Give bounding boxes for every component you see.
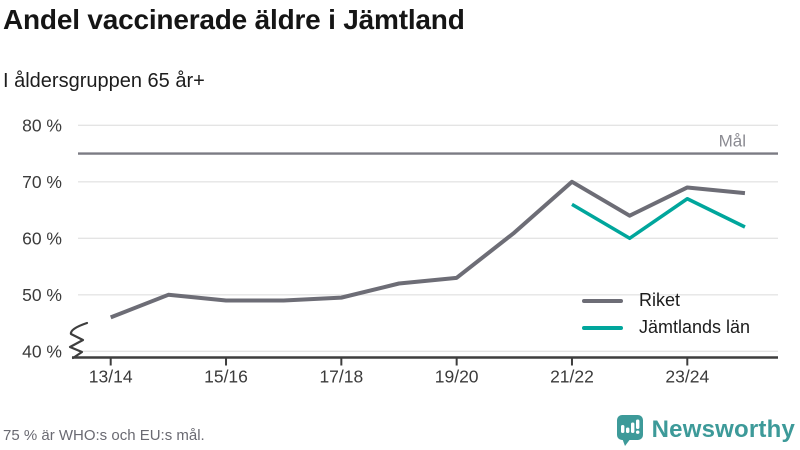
- y-axis-label: 80 %: [22, 115, 62, 135]
- chart-legend: Riket Jämtlands län: [582, 287, 750, 341]
- series-line-riket: [109, 179, 746, 320]
- newsworthy-logo: Newsworthy: [616, 414, 795, 446]
- y-axis-label: 40 %: [22, 341, 62, 361]
- page-subtitle: I åldersgruppen 65 år+: [3, 70, 205, 92]
- bubble-shape: [616, 415, 643, 446]
- legend-label: Riket: [639, 290, 681, 310]
- page-title: Andel vaccinerade äldre i Jämtland: [3, 4, 465, 35]
- x-axis-label: 19/20: [435, 367, 479, 387]
- riket-line-swatch: [582, 298, 623, 303]
- legend-item-jamtland: Jämtlands län: [582, 314, 750, 341]
- x-axis-label: 15/16: [204, 367, 248, 387]
- target-line-label: Mål: [719, 132, 746, 151]
- series-line-j-mtlands-l-n: [571, 197, 746, 241]
- x-axis-label: 17/18: [319, 367, 363, 387]
- source-note: 75 % är WHO:s och EU:s mål.: [3, 427, 205, 444]
- axis-break-icon: [68, 321, 89, 360]
- y-axis-label: 70 %: [22, 172, 62, 192]
- legend-label: Jämtlands län: [639, 317, 751, 337]
- y-axis-label: 50 %: [22, 285, 62, 305]
- newsworthy-bubble-icon: [616, 415, 643, 446]
- brand-name: Newsworthy: [651, 416, 795, 443]
- x-axis-label: 21/22: [550, 367, 594, 387]
- x-axis-label: 23/24: [665, 367, 709, 387]
- x-axis-label: 13/14: [89, 367, 133, 387]
- bar-chart-exclamation-glyph: [620, 419, 640, 434]
- jamtland-line-swatch: [582, 325, 623, 330]
- legend-item-riket: Riket: [582, 287, 750, 314]
- y-axis-label: 60 %: [22, 228, 62, 248]
